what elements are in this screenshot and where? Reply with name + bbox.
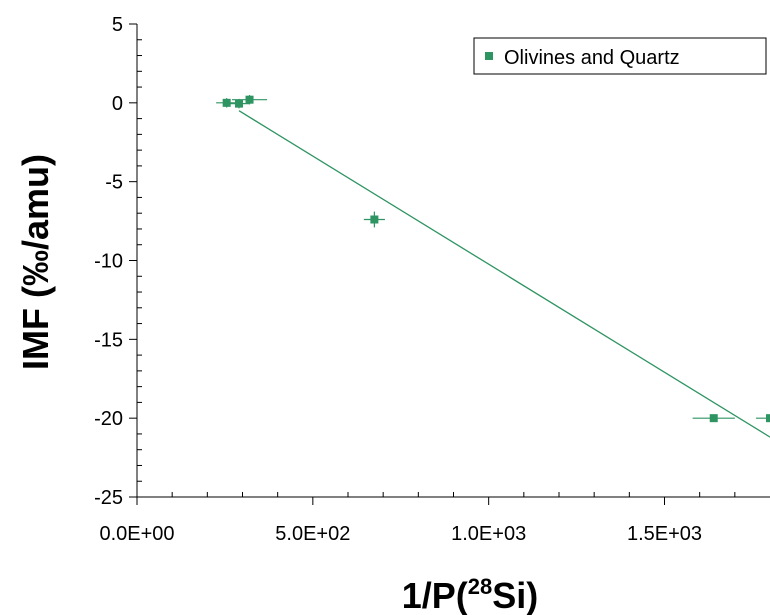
y-tick-label: -15 <box>94 329 123 351</box>
data-marker <box>766 414 770 423</box>
x-axis-title-main: 1/P( <box>402 575 468 615</box>
legend-label: Olivines and Quartz <box>504 47 680 69</box>
data-point <box>231 94 268 105</box>
data-marker <box>709 414 718 423</box>
legend-box <box>473 37 767 75</box>
x-tick-label: 0.0E+00 <box>99 523 174 545</box>
x-axis-title-superscript: 28 <box>468 574 492 599</box>
y-tick-label: 5 <box>112 14 123 36</box>
x-tick-label: 1.5E+03 <box>627 523 702 545</box>
data-points <box>216 94 770 423</box>
legend-marker <box>485 52 493 60</box>
data-point <box>216 98 238 108</box>
chart-ticks: 5 0 -5 -10 -15 -20 -25 0.0E+00 5.0E+02 1.0E+03 1.5… <box>94 14 736 545</box>
data-marker <box>234 99 243 108</box>
x-tick-label: 5.0E+02 <box>275 523 350 545</box>
x-tick-label: 1.0E+03 <box>451 523 526 545</box>
y-tick-label: -5 <box>105 172 123 194</box>
y-tick-label: -10 <box>94 251 123 273</box>
data-marker <box>245 95 254 104</box>
legend: Olivines and Quartz <box>473 37 767 75</box>
y-tick-label: -25 <box>94 487 123 509</box>
data-marker <box>370 215 379 224</box>
trendline <box>238 110 770 438</box>
y-tick-label: -20 <box>94 408 123 430</box>
data-marker <box>222 98 231 107</box>
trendline-group <box>238 110 770 438</box>
data-point <box>692 414 735 423</box>
x-axis-title: 1/P(28Si) <box>402 574 539 615</box>
chart-axes <box>136 24 770 498</box>
x-axis-title-tail: Si) <box>492 575 538 615</box>
y-axis-title: IMF (‰/amu) <box>15 154 56 370</box>
data-point <box>755 414 770 423</box>
data-point <box>363 211 385 228</box>
y-tick-label: 0 <box>112 93 123 115</box>
